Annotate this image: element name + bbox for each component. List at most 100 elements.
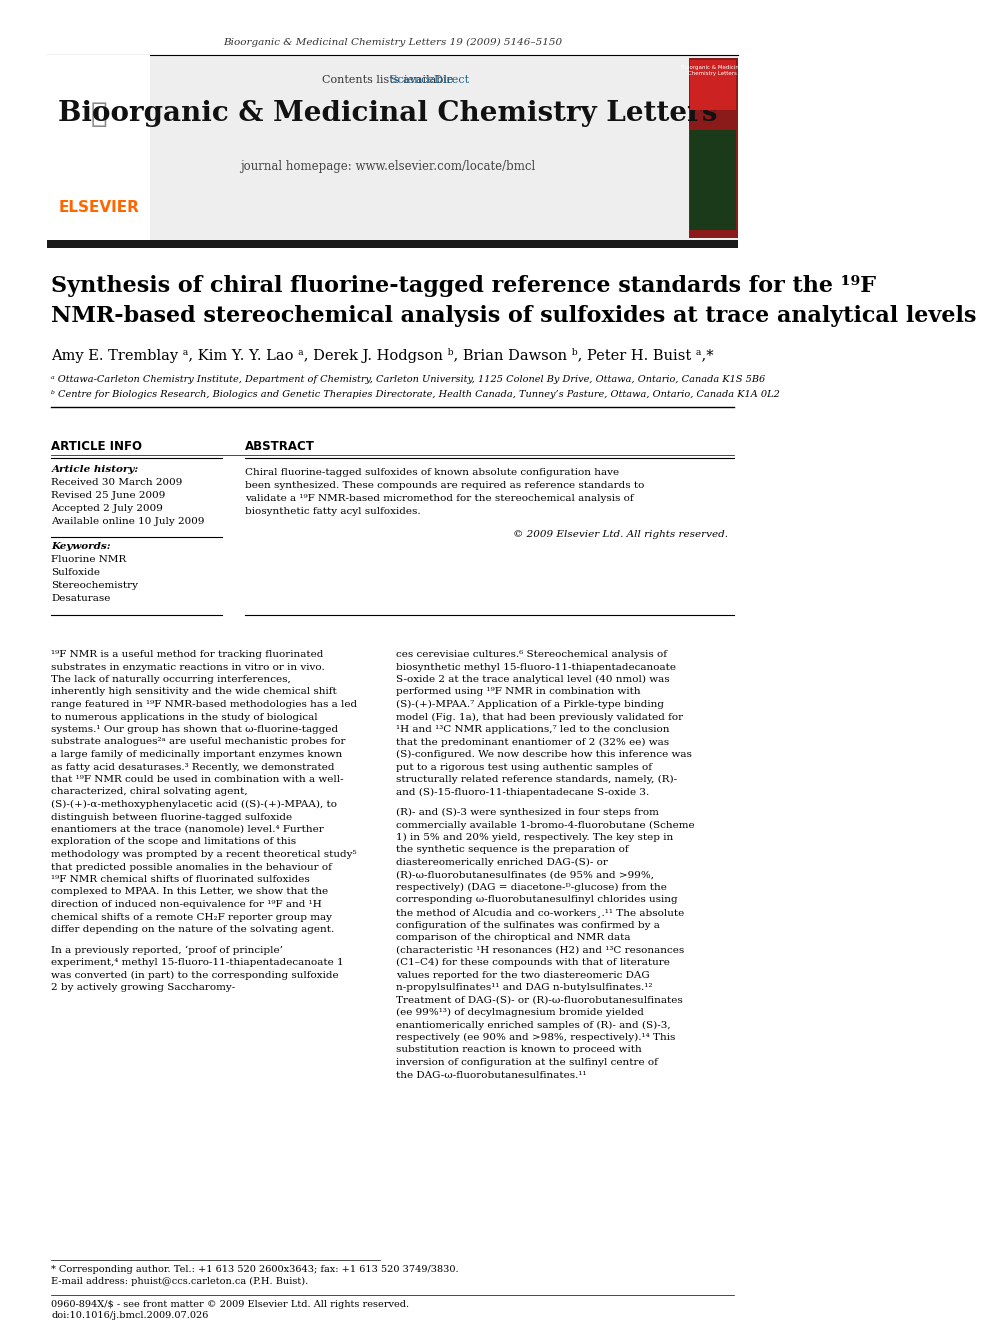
Text: and (S)-15-fluoro-11-thiapentadecane S-oxide 3.: and (S)-15-fluoro-11-thiapentadecane S-o… (396, 787, 649, 796)
Text: Chiral fluorine-tagged sulfoxides of known absolute configuration have: Chiral fluorine-tagged sulfoxides of kno… (245, 468, 619, 478)
Text: respectively (ee 90% and >98%, respectively).¹⁴ This: respectively (ee 90% and >98%, respectiv… (396, 1033, 676, 1043)
Text: n-propylsulfinates¹¹ and DAG n-butylsulfinates.¹²: n-propylsulfinates¹¹ and DAG n-butylsulf… (396, 983, 652, 992)
Text: (C1–C4) for these compounds with that of literature: (C1–C4) for these compounds with that of… (396, 958, 670, 967)
Text: Amy E. Tremblay ᵃ, Kim Y. Y. Lao ᵃ, Derek J. Hodgson ᵇ, Brian Dawson ᵇ, Peter H.: Amy E. Tremblay ᵃ, Kim Y. Y. Lao ᵃ, Dere… (52, 348, 714, 363)
Text: experiment,⁴ methyl 15-fluoro-11-thiapentadecanoate 1: experiment,⁴ methyl 15-fluoro-11-thiapen… (52, 958, 344, 967)
Text: ¹H and ¹³C NMR applications,⁷ led to the conclusion: ¹H and ¹³C NMR applications,⁷ led to the… (396, 725, 670, 734)
Text: 🌳: 🌳 (90, 101, 107, 128)
Text: diastereomerically enriched DAG-(S)- or: diastereomerically enriched DAG-(S)- or (396, 859, 607, 867)
Text: characterized, chiral solvating agent,: characterized, chiral solvating agent, (52, 787, 248, 796)
Text: (R)- and (S)-3 were synthesized in four steps from: (R)- and (S)-3 were synthesized in four … (396, 808, 659, 818)
Text: Received 30 March 2009: Received 30 March 2009 (52, 478, 183, 487)
Bar (48, 239, 738, 247)
Bar (690, 60, 736, 110)
Text: substitution reaction is known to proceed with: substitution reaction is known to procee… (396, 1045, 642, 1054)
Text: enantiomerically enriched samples of (R)- and (S)-3,: enantiomerically enriched samples of (R)… (396, 1020, 671, 1029)
Text: respectively) (DAG = diacetone-ᴰ-glucose) from the: respectively) (DAG = diacetone-ᴰ-glucose… (396, 882, 667, 892)
Bar (688, 58, 738, 238)
Text: corresponding ω-fluorobutanesulfinyl chlorides using: corresponding ω-fluorobutanesulfinyl chl… (396, 896, 678, 905)
Text: ᵃ Ottawa-Carleton Chemistry Institute, Department of Chemistry, Carleton Univers: ᵃ Ottawa-Carleton Chemistry Institute, D… (52, 374, 766, 384)
Text: (S)-(+)-α-methoxyphenylacetic acid ((S)-(+)-MPAA), to: (S)-(+)-α-methoxyphenylacetic acid ((S)-… (52, 800, 337, 810)
Text: been synthesized. These compounds are required as reference standards to: been synthesized. These compounds are re… (245, 482, 645, 490)
Text: E-mail address: phuist@ccs.carleton.ca (P.H. Buist).: E-mail address: phuist@ccs.carleton.ca (… (52, 1277, 309, 1286)
Text: NMR-based stereochemical analysis of sulfoxides at trace analytical levels: NMR-based stereochemical analysis of sul… (52, 306, 977, 327)
Text: 2 by actively growing Saccharomy-: 2 by actively growing Saccharomy- (52, 983, 236, 992)
Text: methodology was prompted by a recent theoretical study⁵: methodology was prompted by a recent the… (52, 849, 357, 859)
Text: substrate analogues²ᵃ are useful mechanistic probes for: substrate analogues²ᵃ are useful mechani… (52, 737, 346, 746)
Text: ELSEVIER: ELSEVIER (59, 200, 139, 216)
Text: a large family of medicinally important enzymes known: a large family of medicinally important … (52, 750, 342, 759)
Text: Desaturase: Desaturase (52, 594, 111, 603)
Text: enantiomers at the trace (nanomole) level.⁴ Further: enantiomers at the trace (nanomole) leve… (52, 826, 324, 833)
Text: ¹⁹F NMR chemical shifts of fluorinated sulfoxides: ¹⁹F NMR chemical shifts of fluorinated s… (52, 875, 310, 884)
Text: S-oxide 2 at the trace analytical level (40 nmol) was: S-oxide 2 at the trace analytical level … (396, 675, 670, 684)
Text: ABSTRACT: ABSTRACT (245, 441, 315, 452)
Text: complexed to MPAA. In this Letter, we show that the: complexed to MPAA. In this Letter, we sh… (52, 888, 328, 897)
Text: ᵇ Centre for Biologics Research, Biologics and Genetic Therapies Directorate, He: ᵇ Centre for Biologics Research, Biologi… (52, 390, 781, 400)
Text: comparison of the chiroptical and NMR data: comparison of the chiroptical and NMR da… (396, 933, 630, 942)
Text: journal homepage: www.elsevier.com/locate/bmcl: journal homepage: www.elsevier.com/locat… (240, 160, 536, 173)
Text: was converted (in part) to the corresponding sulfoxide: was converted (in part) to the correspon… (52, 971, 339, 979)
Text: (ee 99%¹³) of decylmagnesium bromide yielded: (ee 99%¹³) of decylmagnesium bromide yie… (396, 1008, 644, 1017)
Text: In a previously reported, ‘proof of principle’: In a previously reported, ‘proof of prin… (52, 946, 284, 955)
Text: Bioorganic & Medicinal Chemistry Letters 19 (2009) 5146–5150: Bioorganic & Medicinal Chemistry Letters… (223, 38, 562, 48)
Text: Fluorine NMR: Fluorine NMR (52, 556, 127, 564)
Text: Article history:: Article history: (52, 464, 139, 474)
Text: model (Fig. 1a), that had been previously validated for: model (Fig. 1a), that had been previousl… (396, 713, 682, 721)
Bar (48, 56, 151, 239)
Text: Available online 10 July 2009: Available online 10 July 2009 (52, 517, 205, 527)
Text: the synthetic sequence is the preparation of: the synthetic sequence is the preparatio… (396, 845, 628, 855)
Text: that the predominant enantiomer of 2 (32% ee) was: that the predominant enantiomer of 2 (32… (396, 737, 669, 746)
Text: 1) in 5% and 20% yield, respectively. The key step in: 1) in 5% and 20% yield, respectively. Th… (396, 833, 673, 843)
Text: performed using ¹⁹F NMR in combination with: performed using ¹⁹F NMR in combination w… (396, 688, 640, 696)
Text: (S)-(+)-MPAA.⁷ Application of a Pirkle-type binding: (S)-(+)-MPAA.⁷ Application of a Pirkle-t… (396, 700, 664, 709)
Text: inherently high sensitivity and the wide chemical shift: inherently high sensitivity and the wide… (52, 688, 337, 696)
Text: inversion of configuration at the sulfinyl centre of: inversion of configuration at the sulfin… (396, 1058, 658, 1068)
Text: put to a rigorous test using authentic samples of: put to a rigorous test using authentic s… (396, 762, 652, 771)
Text: 0960-894X/$ - see front matter © 2009 Elsevier Ltd. All rights reserved.: 0960-894X/$ - see front matter © 2009 El… (52, 1301, 410, 1308)
Text: ScienceDirect: ScienceDirect (307, 75, 469, 85)
Text: ¹⁹F NMR is a useful method for tracking fluorinated: ¹⁹F NMR is a useful method for tracking … (52, 650, 323, 659)
Text: ces cerevisiae cultures.⁶ Stereochemical analysis of: ces cerevisiae cultures.⁶ Stereochemical… (396, 650, 667, 659)
Text: the DAG-ω-fluorobutanesulfinates.¹¹: the DAG-ω-fluorobutanesulfinates.¹¹ (396, 1070, 586, 1080)
Text: Synthesis of chiral fluorine-tagged reference standards for the ¹⁹F: Synthesis of chiral fluorine-tagged refe… (52, 275, 877, 296)
Text: ARTICLE INFO: ARTICLE INFO (52, 441, 143, 452)
Text: Bioorganic & Medicinal Chemistry Letters: Bioorganic & Medicinal Chemistry Letters (59, 101, 717, 127)
Text: configuration of the sulfinates was confirmed by a: configuration of the sulfinates was conf… (396, 921, 660, 930)
Text: Revised 25 June 2009: Revised 25 June 2009 (52, 491, 166, 500)
Text: structurally related reference standards, namely, (R)-: structurally related reference standards… (396, 775, 677, 785)
Text: biosynthetic fatty acyl sulfoxides.: biosynthetic fatty acyl sulfoxides. (245, 507, 421, 516)
Text: values reported for the two diastereomeric DAG: values reported for the two diastereomer… (396, 971, 650, 979)
Text: (R)-ω-fluorobutanesulfinates (de 95% and >99%,: (R)-ω-fluorobutanesulfinates (de 95% and… (396, 871, 654, 880)
Text: (S)-configured. We now describe how this inference was: (S)-configured. We now describe how this… (396, 750, 691, 759)
Text: commercially available 1-bromo-4-fluorobutane (Scheme: commercially available 1-bromo-4-fluorob… (396, 820, 694, 830)
Text: doi:10.1016/j.bmcl.2009.07.026: doi:10.1016/j.bmcl.2009.07.026 (52, 1311, 208, 1320)
Text: Contents lists available: Contents lists available (322, 75, 453, 85)
Text: to numerous applications in the study of biological: to numerous applications in the study of… (52, 713, 318, 721)
Text: Sulfoxide: Sulfoxide (52, 568, 100, 577)
Text: the method of Alcudia and co-workers¸.¹¹ The absolute: the method of Alcudia and co-workers¸.¹¹… (396, 908, 683, 917)
Text: that ¹⁹F NMR could be used in combination with a well-: that ¹⁹F NMR could be used in combinatio… (52, 775, 344, 785)
Text: as fatty acid desaturases.³ Recently, we demonstrated: as fatty acid desaturases.³ Recently, we… (52, 762, 335, 771)
Text: differ depending on the nature of the solvating agent.: differ depending on the nature of the so… (52, 925, 334, 934)
Text: Bioorganic & Medicinal
Chemistry Letters: Bioorganic & Medicinal Chemistry Letters (681, 65, 744, 75)
Text: that predicted possible anomalies in the behaviour of: that predicted possible anomalies in the… (52, 863, 332, 872)
Text: Stereochemistry: Stereochemistry (52, 581, 139, 590)
Text: * Corresponding author. Tel.: +1 613 520 2600x3643; fax: +1 613 520 3749/3830.: * Corresponding author. Tel.: +1 613 520… (52, 1265, 459, 1274)
Text: Treatment of DAG-(S)- or (R)-ω-fluorobutanesulfinates: Treatment of DAG-(S)- or (R)-ω-fluorobut… (396, 995, 682, 1004)
Bar (690, 130, 736, 230)
Text: distinguish between fluorine-tagged sulfoxide: distinguish between fluorine-tagged sulf… (52, 812, 293, 822)
Text: chemical shifts of a remote CH₂F reporter group may: chemical shifts of a remote CH₂F reporte… (52, 913, 332, 922)
Text: The lack of naturally occurring interferences,: The lack of naturally occurring interfer… (52, 675, 292, 684)
Bar (48, 56, 738, 239)
Text: biosynthetic methyl 15-fluoro-11-thiapentadecanoate: biosynthetic methyl 15-fluoro-11-thiapen… (396, 663, 676, 672)
Text: (characteristic ¹H resonances (H2) and ¹³C resonances: (characteristic ¹H resonances (H2) and ¹… (396, 946, 683, 954)
Text: range featured in ¹⁹F NMR-based methodologies has a led: range featured in ¹⁹F NMR-based methodol… (52, 700, 357, 709)
Text: validate a ¹⁹F NMR-based micromethod for the stereochemical analysis of: validate a ¹⁹F NMR-based micromethod for… (245, 493, 634, 503)
Text: Accepted 2 July 2009: Accepted 2 July 2009 (52, 504, 164, 513)
Text: © 2009 Elsevier Ltd. All rights reserved.: © 2009 Elsevier Ltd. All rights reserved… (513, 531, 728, 538)
Text: direction of induced non-equivalence for ¹⁹F and ¹H: direction of induced non-equivalence for… (52, 900, 322, 909)
Text: Keywords:: Keywords: (52, 542, 111, 550)
Text: systems.¹ Our group has shown that ω-fluorine-tagged: systems.¹ Our group has shown that ω-flu… (52, 725, 338, 734)
Text: exploration of the scope and limitations of this: exploration of the scope and limitations… (52, 837, 297, 847)
